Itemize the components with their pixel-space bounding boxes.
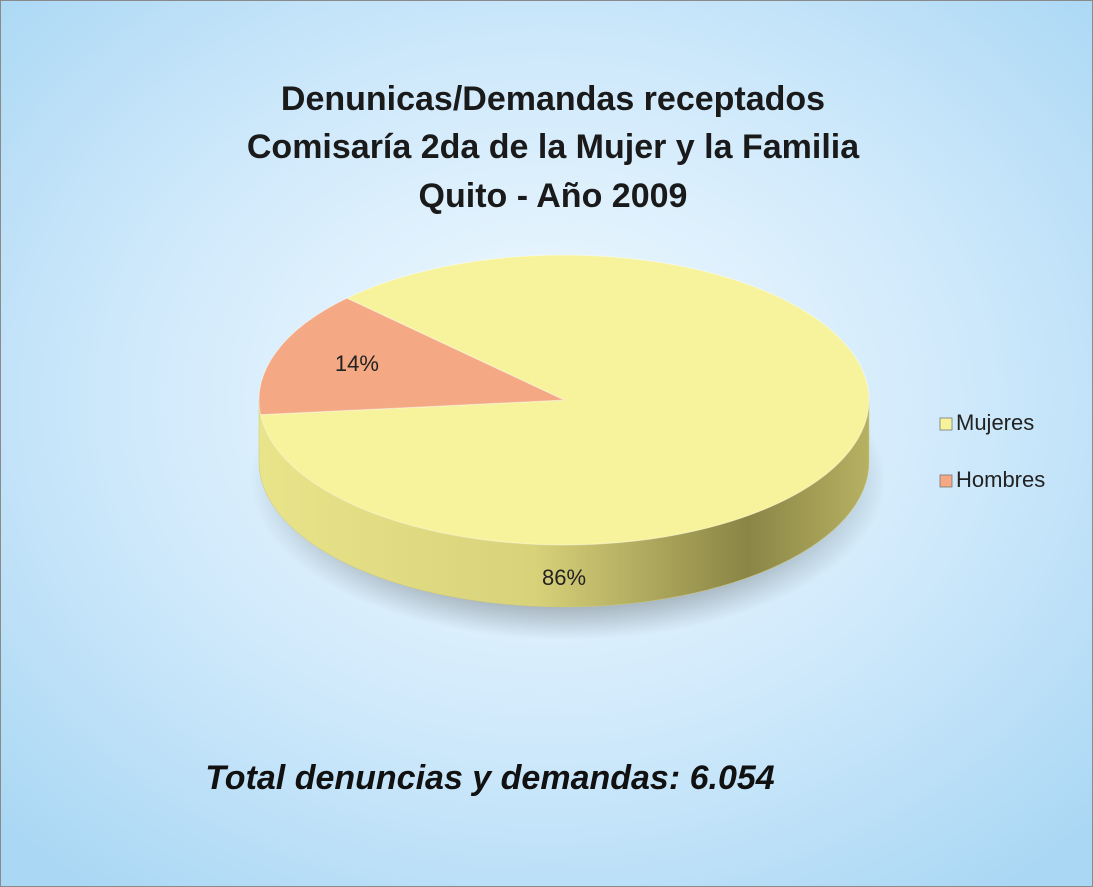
annotation: Total denuncias y demandas: 6.054 bbox=[205, 759, 774, 797]
data-label: 86% bbox=[542, 565, 586, 590]
legend-swatch bbox=[939, 474, 953, 488]
chart-title: Quito - Año 2009 bbox=[419, 177, 688, 215]
pie-slice bbox=[259, 254, 870, 546]
legend-label: Mujeres bbox=[956, 410, 1034, 435]
pie bbox=[258, 254, 870, 608]
legend-label: Hombres bbox=[956, 467, 1045, 492]
chart-title: Denunicas/Demandas receptados bbox=[281, 80, 825, 118]
legend-swatch bbox=[939, 417, 953, 431]
data-label: 14% bbox=[335, 351, 379, 376]
chart-title: Comisaría 2da de la Mujer y la Familia bbox=[247, 128, 860, 166]
pie-slice bbox=[258, 297, 565, 416]
labels: 86% 14% bbox=[335, 351, 586, 590]
